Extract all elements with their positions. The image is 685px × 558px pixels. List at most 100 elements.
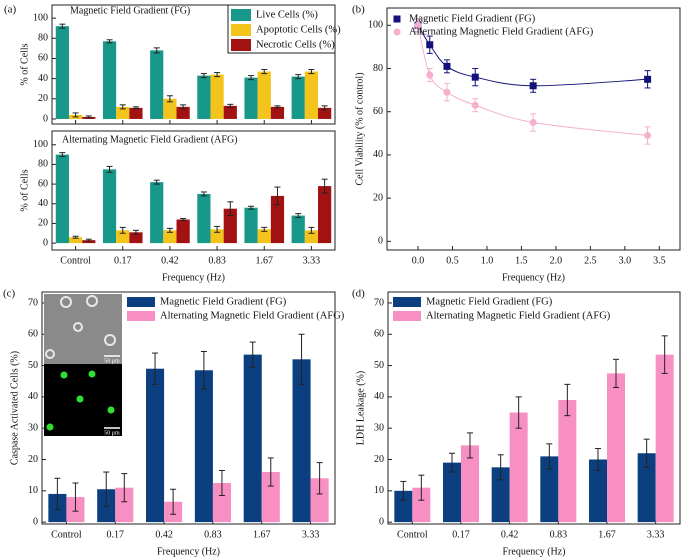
- bar: [540, 456, 559, 523]
- bar: [637, 453, 656, 523]
- x-tick-label: Control: [60, 255, 91, 266]
- plot-frame: [51, 4, 336, 125]
- x-axis-label: Frequency (Hz): [157, 546, 220, 557]
- legend-swatch: [127, 311, 155, 321]
- annotation: Alternating Magnetic Field Gradient (AFG…: [62, 134, 238, 145]
- legend-label: Alternating Magnetic Field Gradient (AFG…: [160, 310, 345, 321]
- y-tick-label: 30: [28, 422, 38, 433]
- x-tick-label: 0.0: [412, 255, 425, 266]
- bar: [163, 98, 177, 119]
- inset-phase: [44, 294, 122, 364]
- bar: [261, 472, 280, 523]
- y-tick-label: 50: [374, 360, 384, 371]
- y-tick-label: 40: [38, 198, 48, 209]
- bar: [55, 154, 69, 244]
- legend: Magnetic Field Gradient (FG) Alternating …: [127, 296, 345, 321]
- bar: [243, 354, 262, 523]
- legend-label: Necrotic Cells (%): [256, 39, 335, 50]
- y-tick-label: 80: [38, 159, 48, 170]
- marker: [644, 131, 652, 139]
- bar: [68, 237, 83, 244]
- bar: [197, 75, 211, 119]
- bar: [197, 193, 211, 244]
- x-tick-label: 0.5: [446, 255, 459, 266]
- x-tick-label: 0.17: [107, 529, 125, 540]
- y-tick-label: 40: [28, 391, 38, 402]
- y-tick-label: 100: [368, 20, 383, 31]
- bar: [461, 445, 480, 523]
- y-tick-label: 20: [38, 93, 48, 104]
- chart: 0 10 20 30 40 50 60 70 (c) Caspase Activated Cell…: [3, 288, 345, 558]
- bar: [176, 106, 190, 119]
- legend-label: Alternating Magnetic Field Gradient (AFG…: [409, 26, 594, 37]
- y-axis-label: Cell Viability (% of control): [354, 72, 365, 185]
- y-tick-label: 20: [373, 192, 383, 203]
- x-tick-label: 1.67: [598, 529, 616, 540]
- x-tick-label: 3.5: [653, 255, 666, 266]
- x-tick-label: 1.67: [256, 255, 274, 266]
- legend-swatch: [231, 24, 251, 36]
- panel-label: (b): [352, 4, 365, 16]
- legend-swatch: [393, 297, 421, 307]
- x-tick-label: 0.83: [550, 529, 568, 540]
- legend-label: Live Cells (%): [256, 9, 318, 20]
- y-axis-label: LDH Leakage (%): [355, 371, 366, 445]
- legend-label: Magnetic Field Gradient (FG): [160, 296, 287, 307]
- y-tick-label: 40: [374, 391, 384, 402]
- x-tick-label: 0.42: [161, 255, 179, 266]
- x-tick-label: 0.83: [208, 255, 226, 266]
- marker: [644, 75, 652, 83]
- x-tick-label: 0.83: [204, 529, 222, 540]
- bar: [491, 467, 510, 523]
- y-tick-label: 50: [28, 360, 38, 371]
- legend-label: Magnetic Field Gradient (FG): [426, 296, 553, 307]
- x-tick-label: 2.5: [584, 255, 597, 266]
- y-tick-label: 20: [374, 454, 384, 465]
- annotation: Magnetic Field Gradient (FG): [70, 5, 190, 16]
- bar: [244, 207, 258, 244]
- y-tick-label: 60: [38, 53, 48, 64]
- bar: [115, 487, 134, 523]
- bar: [146, 368, 165, 523]
- marker: [529, 119, 537, 127]
- y-tick-label: 40: [373, 149, 383, 160]
- legend-label: Alternating Magnetic Field Gradient (AFG…: [426, 310, 611, 321]
- y-tick-label: 80: [373, 63, 383, 74]
- y-axis-label: Caspase Activated Cells (%): [9, 351, 20, 465]
- bar: [304, 71, 319, 119]
- legend: Magnetic Field Gradient (FG) Alternating …: [393, 296, 611, 321]
- bar: [318, 186, 332, 244]
- legend-swatch: [231, 39, 251, 51]
- y-tick-label: 10: [374, 485, 384, 496]
- legend-swatch: [127, 297, 155, 307]
- x-tick-label: 0.17: [452, 529, 470, 540]
- marker: [426, 71, 434, 79]
- y-tick-label: 40: [38, 73, 48, 84]
- y-tick-label: 20: [28, 454, 38, 465]
- y-tick-label: 0: [33, 516, 38, 527]
- bar: [412, 487, 431, 523]
- plot-frame: [51, 130, 336, 251]
- legend-label: Apoptotic Cells (%): [256, 24, 341, 35]
- x-axis-label: Frequency (Hz): [502, 272, 565, 283]
- bar: [116, 106, 130, 119]
- bar: [291, 76, 305, 119]
- bar: [163, 230, 177, 244]
- y-tick-label: 70: [374, 297, 384, 308]
- scale-label: 50 μm: [104, 430, 120, 436]
- bar: [116, 230, 130, 244]
- bar: [150, 182, 164, 244]
- panel-label: (a): [4, 4, 17, 16]
- marker: [443, 88, 451, 96]
- y-tick-label: 60: [28, 329, 38, 340]
- marker: [471, 101, 479, 109]
- bar: [257, 71, 271, 119]
- marker: [471, 73, 479, 81]
- x-axis-label: Frequency (Hz): [162, 272, 225, 283]
- bar: [318, 107, 332, 119]
- y-axis-label: % of Cells: [19, 43, 30, 85]
- y-tick-label: 0: [43, 237, 48, 248]
- y-tick-label: 10: [28, 485, 38, 496]
- bar: [212, 482, 231, 523]
- y-tick-label: 30: [374, 422, 384, 433]
